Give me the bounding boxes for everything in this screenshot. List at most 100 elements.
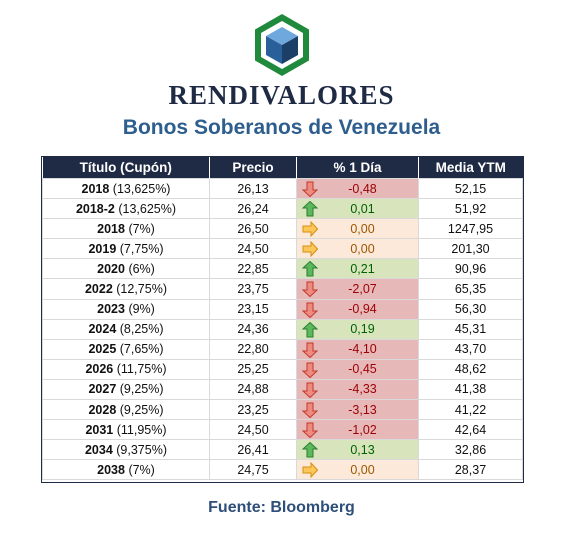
price-cell: 26,50 xyxy=(209,218,297,240)
table-row: 2022 (12,75%) 23,75 -2,07 65,35 xyxy=(42,278,523,300)
price-cell: 26,41 xyxy=(209,439,297,461)
change-value: 0,19 xyxy=(350,322,375,337)
brand-name: RENDIVALORES xyxy=(168,80,395,110)
bond-year: 2027 xyxy=(88,382,117,397)
table-row: 2027 (9,25%) 24,88 -4,33 41,38 xyxy=(42,378,523,401)
table-row: 2019 (7,75%) 24,50 0,00 201,30 xyxy=(42,238,523,260)
change-value: -4,10 xyxy=(348,342,377,357)
price-cell: 22,85 xyxy=(209,258,297,280)
change-value: -3,13 xyxy=(348,402,377,417)
bond-title-cell: 2025 (7,65%) xyxy=(42,338,210,360)
ytm-cell: 52,15 xyxy=(418,177,523,200)
bond-year: 2026 xyxy=(85,362,114,377)
change-cell: 0,01 xyxy=(296,198,419,220)
bond-title-cell: 2018 (7%) xyxy=(42,218,210,240)
price-cell: 24,75 xyxy=(209,459,297,481)
arrow-down-icon xyxy=(301,382,319,399)
change-value: 0,01 xyxy=(350,201,375,216)
page-title: Bonos Soberanos de Venezuela xyxy=(122,116,441,139)
change-cell: -2,07 xyxy=(296,278,419,300)
arrow-down-icon xyxy=(301,402,319,419)
bond-year: 2018-2 xyxy=(75,201,115,216)
arrow-down-icon xyxy=(301,422,319,439)
table-row: 2024 (8,25%) 24,36 0,19 45,31 xyxy=(42,318,523,340)
price-cell: 24,88 xyxy=(209,378,297,401)
price-cell: 23,15 xyxy=(209,298,297,320)
bond-year: 2034 xyxy=(84,442,113,457)
bond-year: 2028 xyxy=(88,402,117,417)
table-row: 2034 (9,375%) 26,41 0,13 32,86 xyxy=(42,439,523,461)
ytm-cell: 41,22 xyxy=(418,399,523,421)
arrow-down-icon xyxy=(301,362,319,379)
arrow-down-icon xyxy=(301,281,319,298)
arrow-down-icon xyxy=(301,342,319,358)
change-value: -1,02 xyxy=(348,422,377,437)
change-cell: 0,00 xyxy=(296,459,419,481)
table-row: 2038 (7%) 24,75 0,00 28,37 xyxy=(42,459,523,481)
change-cell: -4,33 xyxy=(296,378,419,401)
change-cell: -0,94 xyxy=(296,298,419,320)
change-cell: 0,00 xyxy=(296,218,419,240)
change-cell: -0,45 xyxy=(296,358,419,380)
price-cell: 23,75 xyxy=(209,278,297,300)
bond-coupon: (9,375%) xyxy=(112,442,167,457)
change-value: -2,07 xyxy=(348,282,377,297)
ytm-cell: 56,30 xyxy=(418,298,523,320)
arrow-right-icon xyxy=(302,462,319,479)
arrow-right-icon xyxy=(302,220,319,238)
bond-title-cell: 2019 (7,75%) xyxy=(42,238,210,260)
bond-title-cell: 2022 (12,75%) xyxy=(42,278,210,300)
change-value: 0,21 xyxy=(350,261,375,276)
ytm-cell: 201,30 xyxy=(418,238,523,260)
source-note: Fuente: Bloomberg xyxy=(208,499,355,516)
price-cell: 23,25 xyxy=(209,399,297,421)
bond-coupon: (13,625%) xyxy=(109,181,171,196)
table-row: 2020 (6%) 22,85 0,21 90,96 xyxy=(42,258,523,280)
change-value: -4,33 xyxy=(348,382,377,397)
ytm-cell: 41,38 xyxy=(418,378,523,401)
bond-year: 2018 xyxy=(81,181,110,196)
ytm-cell: 32,86 xyxy=(418,439,523,461)
bond-year: 2025 xyxy=(88,342,117,357)
bond-title-cell: 2024 (8,25%) xyxy=(42,318,210,340)
bond-title-cell: 2020 (6%) xyxy=(42,258,210,280)
bond-title-cell: 2034 (9,375%) xyxy=(42,439,210,461)
bond-coupon: (7,75%) xyxy=(116,241,164,256)
change-value: -0,48 xyxy=(348,181,377,196)
price-cell: 26,13 xyxy=(209,177,297,200)
bond-year: 2018 xyxy=(97,221,125,236)
arrow-down-icon xyxy=(301,181,319,198)
change-cell: -0,48 xyxy=(296,177,419,200)
ytm-cell: 42,64 xyxy=(418,419,523,441)
column-header-title: Título (Cupón) xyxy=(42,157,210,179)
bond-year: 2024 xyxy=(88,322,117,337)
ytm-cell: 43,70 xyxy=(418,338,523,360)
bond-year: 2019 xyxy=(88,241,117,256)
arrow-up-icon xyxy=(301,261,319,277)
bond-title-cell: 2023 (9%) xyxy=(42,298,210,320)
price-cell: 22,80 xyxy=(209,338,297,360)
ytm-cell: 90,96 xyxy=(418,258,523,280)
change-value: 0,00 xyxy=(350,221,375,236)
bond-title-cell: 2031 (11,95%) xyxy=(42,419,210,441)
ytm-cell: 51,92 xyxy=(418,198,523,220)
column-header-change: % 1 Día xyxy=(296,157,419,179)
bonds-table: Título (Cupón) Precio % 1 Día Media YTM … xyxy=(42,157,523,481)
table-row: 2031 (11,95%) 24,50 -1,02 42,64 xyxy=(42,419,523,441)
bond-year: 2031 xyxy=(85,422,114,437)
ytm-cell: 28,37 xyxy=(418,459,523,481)
table-row: 2025 (7,65%) 22,80 -4,10 43,70 xyxy=(42,338,523,360)
table-row: 2023 (9%) 23,15 -0,94 56,30 xyxy=(42,298,523,320)
column-header-price: Precio xyxy=(209,157,297,179)
table-row: 2026 (11,75%) 25,25 -0,45 48,62 xyxy=(42,358,523,380)
bond-title-cell: 2018 (13,625%) xyxy=(42,177,210,200)
bond-year: 2020 xyxy=(97,261,125,276)
change-value: 0,00 xyxy=(350,462,375,477)
cube-logo-icon xyxy=(255,14,309,76)
bond-title-cell: 2018-2 (13,625%) xyxy=(42,198,210,220)
change-cell: 0,13 xyxy=(296,439,419,461)
change-cell: 0,00 xyxy=(296,238,419,260)
bond-year: 2038 xyxy=(97,462,125,477)
bond-title-cell: 2038 (7%) xyxy=(42,459,210,481)
price-cell: 25,25 xyxy=(209,358,297,380)
